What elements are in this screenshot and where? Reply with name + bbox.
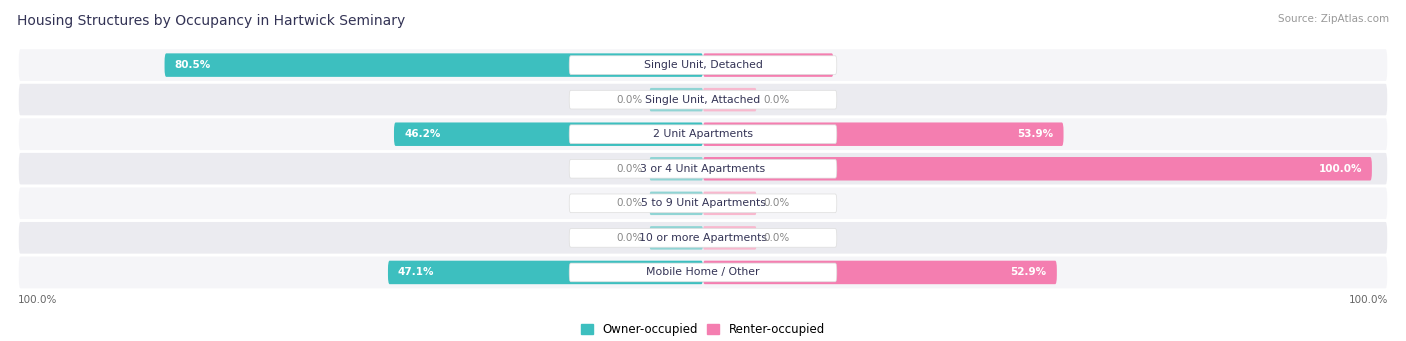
Text: 0.0%: 0.0% — [763, 233, 789, 243]
FancyBboxPatch shape — [703, 53, 834, 77]
Text: 0.0%: 0.0% — [763, 95, 789, 105]
FancyBboxPatch shape — [17, 151, 1389, 186]
Text: Single Unit, Attached: Single Unit, Attached — [645, 95, 761, 105]
FancyBboxPatch shape — [17, 48, 1389, 83]
FancyBboxPatch shape — [569, 160, 837, 178]
Text: 3 or 4 Unit Apartments: 3 or 4 Unit Apartments — [641, 164, 765, 174]
Text: 0.0%: 0.0% — [617, 164, 643, 174]
Text: Mobile Home / Other: Mobile Home / Other — [647, 267, 759, 278]
FancyBboxPatch shape — [394, 122, 703, 146]
FancyBboxPatch shape — [388, 261, 703, 284]
FancyBboxPatch shape — [703, 88, 756, 112]
FancyBboxPatch shape — [569, 263, 837, 282]
Text: 19.5%: 19.5% — [787, 60, 824, 70]
Text: 5 to 9 Unit Apartments: 5 to 9 Unit Apartments — [641, 198, 765, 208]
Text: 100.0%: 100.0% — [1350, 295, 1389, 305]
FancyBboxPatch shape — [17, 117, 1389, 151]
FancyBboxPatch shape — [569, 228, 837, 247]
FancyBboxPatch shape — [703, 157, 1372, 180]
Text: 47.1%: 47.1% — [398, 267, 434, 278]
FancyBboxPatch shape — [17, 83, 1389, 117]
FancyBboxPatch shape — [17, 221, 1389, 255]
FancyBboxPatch shape — [165, 53, 703, 77]
Text: 2 Unit Apartments: 2 Unit Apartments — [652, 129, 754, 139]
Text: 52.9%: 52.9% — [1011, 267, 1047, 278]
Text: Housing Structures by Occupancy in Hartwick Seminary: Housing Structures by Occupancy in Hartw… — [17, 14, 405, 28]
FancyBboxPatch shape — [569, 90, 837, 109]
Text: 0.0%: 0.0% — [617, 95, 643, 105]
Text: Source: ZipAtlas.com: Source: ZipAtlas.com — [1278, 14, 1389, 24]
FancyBboxPatch shape — [650, 88, 703, 112]
FancyBboxPatch shape — [650, 157, 703, 180]
Text: 80.5%: 80.5% — [174, 60, 211, 70]
FancyBboxPatch shape — [703, 261, 1057, 284]
Text: Single Unit, Detached: Single Unit, Detached — [644, 60, 762, 70]
Text: 46.2%: 46.2% — [404, 129, 440, 139]
Text: 100.0%: 100.0% — [1319, 164, 1362, 174]
Text: 0.0%: 0.0% — [617, 198, 643, 208]
FancyBboxPatch shape — [17, 186, 1389, 221]
Text: 0.0%: 0.0% — [617, 233, 643, 243]
Text: 100.0%: 100.0% — [17, 295, 56, 305]
FancyBboxPatch shape — [703, 192, 756, 215]
FancyBboxPatch shape — [650, 226, 703, 250]
FancyBboxPatch shape — [569, 56, 837, 74]
FancyBboxPatch shape — [17, 255, 1389, 290]
Text: 10 or more Apartments: 10 or more Apartments — [638, 233, 768, 243]
FancyBboxPatch shape — [703, 226, 756, 250]
FancyBboxPatch shape — [569, 125, 837, 144]
Legend: Owner-occupied, Renter-occupied: Owner-occupied, Renter-occupied — [576, 318, 830, 341]
FancyBboxPatch shape — [703, 122, 1063, 146]
Text: 0.0%: 0.0% — [763, 198, 789, 208]
FancyBboxPatch shape — [569, 194, 837, 213]
Text: 53.9%: 53.9% — [1018, 129, 1053, 139]
FancyBboxPatch shape — [650, 192, 703, 215]
